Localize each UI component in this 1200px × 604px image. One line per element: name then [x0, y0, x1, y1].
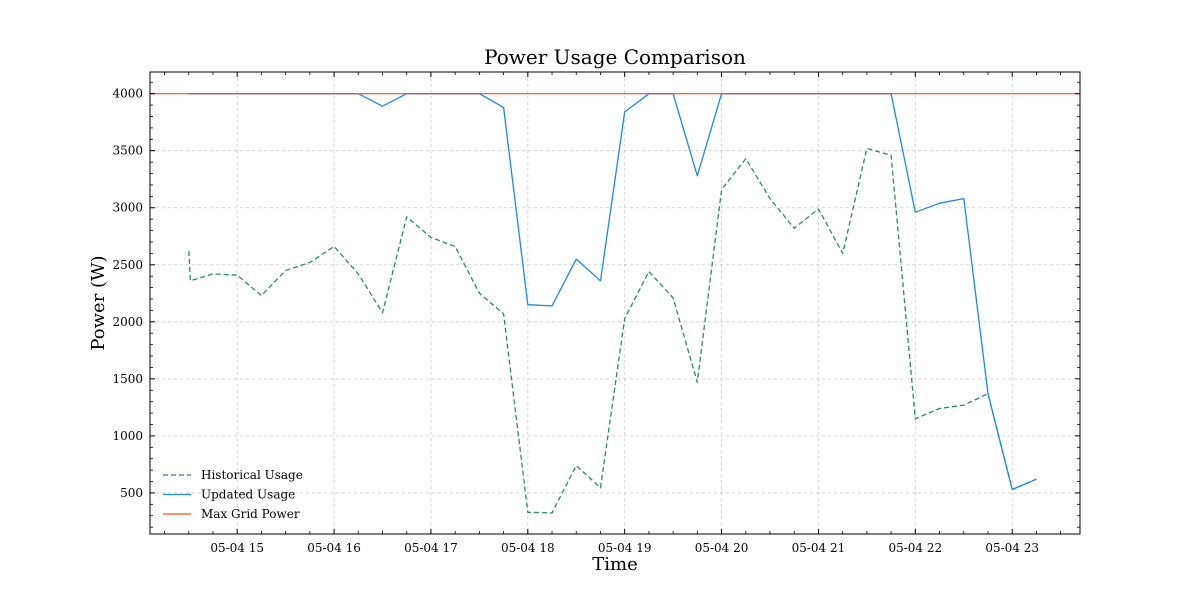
y-tick-label: 1000 [112, 429, 143, 443]
series-layer [150, 93, 1080, 514]
plot-frame [149, 71, 1081, 535]
y-tick-label: 2000 [112, 315, 143, 329]
x-tick-label: 05-04 18 [501, 541, 555, 555]
x-tick-label: 05-04 21 [792, 541, 846, 555]
legend-label-historical-usage: Historical Usage [201, 468, 303, 482]
series-historical-usage-line [188, 147, 1037, 514]
legend: Historical Usage Updated Usage Max Grid Po… [163, 468, 303, 521]
ticks-layer: 500 1000 1500 2000 2500 3000 3500 4000 05-04 15 0… [112, 72, 1080, 555]
x-tick-label: 05-04 22 [888, 541, 942, 555]
y-axis-label: Power (W) [88, 255, 109, 350]
x-axis-label: Time [592, 554, 637, 575]
y-tick-label: 3000 [112, 201, 143, 215]
x-tick-label: 05-04 15 [210, 541, 264, 555]
y-tick-label: 1500 [112, 372, 143, 386]
y-tick-label: 4000 [112, 87, 143, 101]
x-tick-label: 05-04 20 [695, 541, 749, 555]
x-tick-label: 05-04 16 [307, 541, 361, 555]
y-tick-label: 500 [120, 486, 143, 500]
x-tick-label: 05-04 23 [985, 541, 1039, 555]
x-tick-label: 05-04 19 [598, 541, 652, 555]
x-tick-label: 05-04 17 [404, 541, 458, 555]
y-tick-label: 2500 [112, 258, 143, 272]
chart-title: Power Usage Comparison [484, 45, 746, 69]
legend-label-updated-usage: Updated Usage [201, 488, 295, 502]
legend-label-max-grid-power: Max Grid Power [201, 507, 300, 521]
y-tick-label: 3500 [112, 144, 143, 158]
